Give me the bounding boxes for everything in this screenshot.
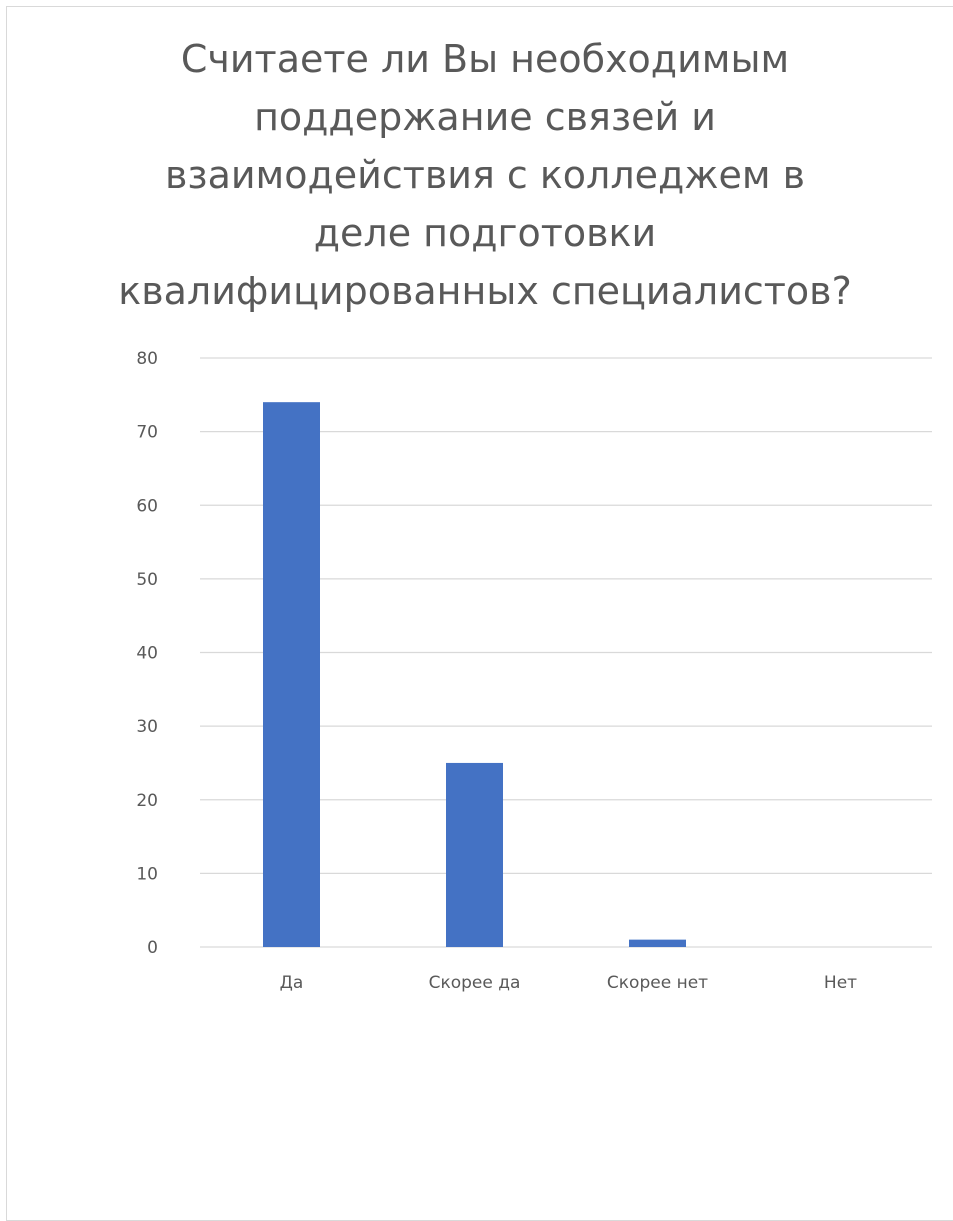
chart-title-line: Считаете ли Вы необходимым <box>180 37 790 81</box>
x-tick-label: Нет <box>824 973 857 993</box>
x-tick-label: Да <box>280 973 304 993</box>
y-tick-label: 10 <box>136 864 158 884</box>
chart-title: Считаете ли Вы необходимым поддержание с… <box>60 30 910 320</box>
x-tick-label: Скорее нет <box>607 973 708 993</box>
y-tick-label: 0 <box>147 938 158 958</box>
bar <box>629 939 686 947</box>
bar <box>446 762 503 947</box>
y-tick-label: 20 <box>136 791 158 811</box>
chart-title-line: деле подготовки <box>313 211 657 255</box>
chart-frame <box>6 6 953 1221</box>
chart-title-line: взаимодействия с колледжем в <box>164 153 806 197</box>
y-tick-label: 60 <box>136 496 158 516</box>
y-tick-label: 70 <box>136 423 158 443</box>
y-tick-label: 50 <box>136 570 158 590</box>
bar <box>263 402 320 947</box>
x-tick-label: Скорее да <box>429 973 521 993</box>
chart-title-line: квалифицированных специалистов? <box>118 269 852 313</box>
y-tick-label: 30 <box>136 717 158 737</box>
chart-title-line: поддержание связей и <box>254 95 716 139</box>
y-tick-label: 80 <box>136 349 158 369</box>
y-tick-label: 40 <box>136 644 158 664</box>
